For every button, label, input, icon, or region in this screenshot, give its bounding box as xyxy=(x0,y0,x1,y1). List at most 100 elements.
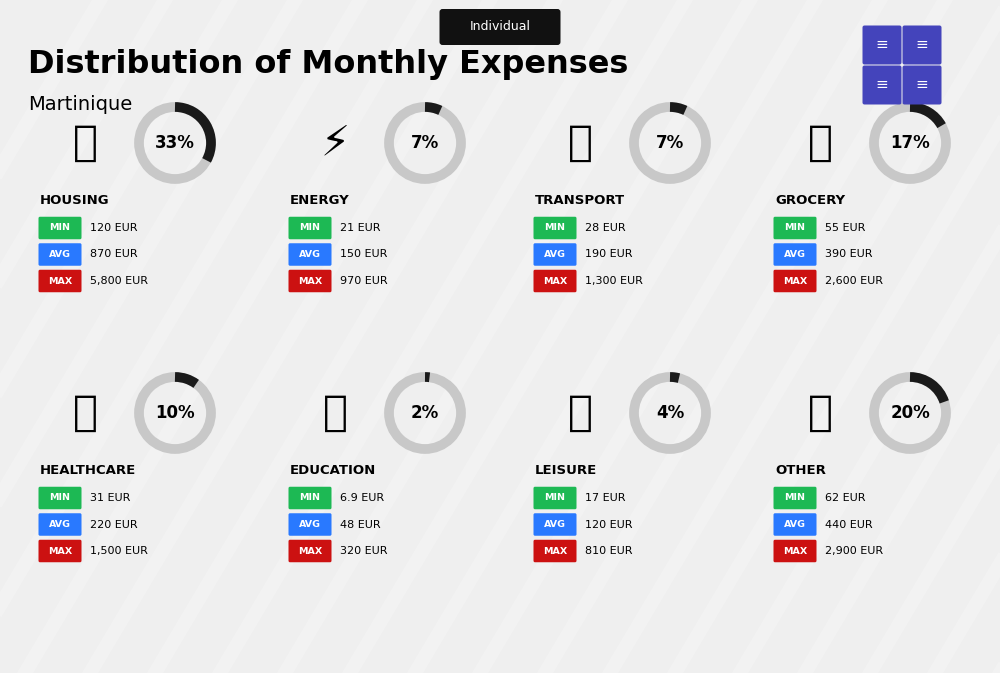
Text: 55 EUR: 55 EUR xyxy=(825,223,865,233)
FancyBboxPatch shape xyxy=(774,487,817,509)
Text: 33%: 33% xyxy=(155,134,195,152)
Text: MIN: MIN xyxy=(300,223,320,232)
Text: 220 EUR: 220 EUR xyxy=(90,520,138,530)
FancyBboxPatch shape xyxy=(439,9,560,45)
FancyBboxPatch shape xyxy=(534,270,576,292)
FancyBboxPatch shape xyxy=(902,65,942,104)
FancyBboxPatch shape xyxy=(534,513,576,536)
Text: 17 EUR: 17 EUR xyxy=(585,493,626,503)
FancyBboxPatch shape xyxy=(774,270,817,292)
Text: 2,900 EUR: 2,900 EUR xyxy=(825,546,883,556)
Text: 120 EUR: 120 EUR xyxy=(90,223,138,233)
Text: AVG: AVG xyxy=(544,520,566,529)
Text: AVG: AVG xyxy=(299,250,321,259)
Text: MAX: MAX xyxy=(783,277,807,285)
Text: 5,800 EUR: 5,800 EUR xyxy=(90,276,148,286)
FancyBboxPatch shape xyxy=(288,487,332,509)
Text: 7%: 7% xyxy=(411,134,439,152)
FancyBboxPatch shape xyxy=(38,270,82,292)
Text: EDUCATION: EDUCATION xyxy=(290,464,376,478)
Text: ≡: ≡ xyxy=(916,77,928,92)
Text: 48 EUR: 48 EUR xyxy=(340,520,381,530)
Text: MIN: MIN xyxy=(50,223,70,232)
Text: 🛍: 🛍 xyxy=(568,392,592,434)
Text: MAX: MAX xyxy=(298,277,322,285)
Text: 20%: 20% xyxy=(890,404,930,422)
Text: 390 EUR: 390 EUR xyxy=(825,250,872,260)
Text: 440 EUR: 440 EUR xyxy=(825,520,873,530)
Text: MAX: MAX xyxy=(543,277,567,285)
Text: 870 EUR: 870 EUR xyxy=(90,250,138,260)
Text: 320 EUR: 320 EUR xyxy=(340,546,388,556)
Text: 🚌: 🚌 xyxy=(568,122,592,164)
Text: AVG: AVG xyxy=(299,520,321,529)
FancyBboxPatch shape xyxy=(774,217,817,239)
Text: HEALTHCARE: HEALTHCARE xyxy=(40,464,136,478)
Text: 1,500 EUR: 1,500 EUR xyxy=(90,546,148,556)
Text: 21 EUR: 21 EUR xyxy=(340,223,380,233)
Text: 2%: 2% xyxy=(411,404,439,422)
Text: AVG: AVG xyxy=(784,250,806,259)
Text: ≡: ≡ xyxy=(876,77,888,92)
Text: AVG: AVG xyxy=(49,250,71,259)
Text: 1,300 EUR: 1,300 EUR xyxy=(585,276,643,286)
FancyBboxPatch shape xyxy=(862,65,902,104)
FancyBboxPatch shape xyxy=(38,540,82,562)
Text: MAX: MAX xyxy=(48,277,72,285)
Text: OTHER: OTHER xyxy=(775,464,826,478)
Text: Individual: Individual xyxy=(470,20,530,34)
FancyBboxPatch shape xyxy=(38,513,82,536)
FancyBboxPatch shape xyxy=(38,487,82,509)
FancyBboxPatch shape xyxy=(288,217,332,239)
Text: ≡: ≡ xyxy=(876,38,888,52)
FancyBboxPatch shape xyxy=(534,540,576,562)
Text: 190 EUR: 190 EUR xyxy=(585,250,633,260)
FancyBboxPatch shape xyxy=(774,513,817,536)
Text: AVG: AVG xyxy=(784,520,806,529)
Text: 7%: 7% xyxy=(656,134,684,152)
Text: 120 EUR: 120 EUR xyxy=(585,520,633,530)
Text: ENERGY: ENERGY xyxy=(290,194,350,207)
Text: AVG: AVG xyxy=(544,250,566,259)
Text: 31 EUR: 31 EUR xyxy=(90,493,130,503)
Text: MIN: MIN xyxy=(784,493,806,503)
Text: AVG: AVG xyxy=(49,520,71,529)
FancyBboxPatch shape xyxy=(288,540,332,562)
Text: TRANSPORT: TRANSPORT xyxy=(535,194,625,207)
Text: HOUSING: HOUSING xyxy=(40,194,110,207)
FancyBboxPatch shape xyxy=(288,270,332,292)
FancyBboxPatch shape xyxy=(38,243,82,266)
Text: 150 EUR: 150 EUR xyxy=(340,250,387,260)
Text: 28 EUR: 28 EUR xyxy=(585,223,626,233)
Text: 62 EUR: 62 EUR xyxy=(825,493,866,503)
Text: 💰: 💰 xyxy=(808,392,833,434)
Text: MAX: MAX xyxy=(783,546,807,555)
FancyBboxPatch shape xyxy=(288,243,332,266)
Text: 🎓: 🎓 xyxy=(322,392,348,434)
Text: 17%: 17% xyxy=(890,134,930,152)
Text: MIN: MIN xyxy=(300,493,320,503)
Text: MAX: MAX xyxy=(543,546,567,555)
Text: MIN: MIN xyxy=(544,493,566,503)
Text: MIN: MIN xyxy=(50,493,70,503)
FancyBboxPatch shape xyxy=(862,26,902,65)
FancyBboxPatch shape xyxy=(774,243,817,266)
FancyBboxPatch shape xyxy=(902,26,942,65)
Text: LEISURE: LEISURE xyxy=(535,464,597,478)
Text: 🏥: 🏥 xyxy=(73,392,98,434)
Text: GROCERY: GROCERY xyxy=(775,194,845,207)
Text: 6.9 EUR: 6.9 EUR xyxy=(340,493,384,503)
Text: 🛒: 🛒 xyxy=(808,122,833,164)
Text: Martinique: Martinique xyxy=(28,96,132,114)
Text: 🏢: 🏢 xyxy=(73,122,98,164)
Text: MAX: MAX xyxy=(48,546,72,555)
Text: Distribution of Monthly Expenses: Distribution of Monthly Expenses xyxy=(28,50,628,81)
Text: ≡: ≡ xyxy=(916,38,928,52)
FancyBboxPatch shape xyxy=(38,217,82,239)
FancyBboxPatch shape xyxy=(774,540,817,562)
Text: 10%: 10% xyxy=(155,404,195,422)
FancyBboxPatch shape xyxy=(534,217,576,239)
FancyBboxPatch shape xyxy=(534,487,576,509)
Text: 970 EUR: 970 EUR xyxy=(340,276,388,286)
FancyBboxPatch shape xyxy=(288,513,332,536)
